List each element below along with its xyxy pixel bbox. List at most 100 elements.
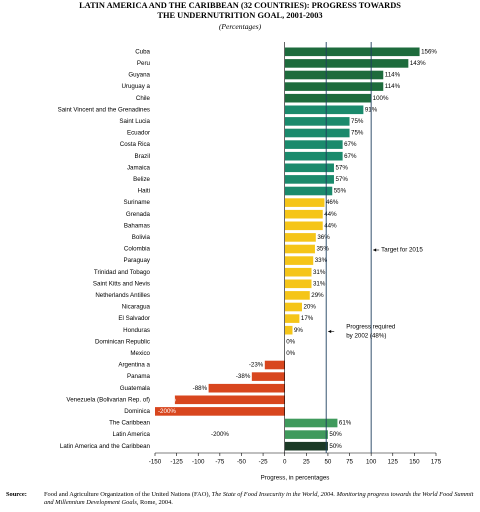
value-label: 29% [311,292,324,299]
category-label: Bahamas [124,222,150,229]
source-part: The State of Food Insecurity in the Worl… [44,491,474,506]
value-label: -88% [193,385,208,392]
source: Source: Food and Agriculture Organizatio… [6,491,474,507]
value-label: 9% [294,327,303,334]
category-label: Paraguay [124,257,151,264]
subtitle: (Percentages) [219,22,262,31]
bar [284,93,372,103]
category-label: Costa Rica [120,141,151,148]
bar [284,279,312,289]
category-label: Brazil [135,153,150,160]
x-tick-label: -100 [192,459,205,466]
arrow-head [328,329,332,334]
bar [284,198,325,207]
bar [264,360,285,370]
value-label: -200% [158,408,176,415]
category-label: Netherlands Antilles [95,292,150,299]
category-label: Dominican Republic [95,338,150,345]
value-label: -38% [236,373,251,380]
bar [284,233,316,242]
category-label: Jamaica [127,164,151,171]
value-label: 67% [344,141,357,148]
category-label: Grenada [126,211,151,218]
value-label: 50% [329,443,342,450]
bar [284,151,343,161]
x-tick-label: 150 [409,459,420,466]
value-label: -127% [158,396,176,403]
source-part: , Rome, 2004. [136,499,173,506]
bar [284,291,310,300]
x-axis-label: Progress, in percentages [261,475,330,482]
x-tick-label: 0 [283,459,287,466]
bar [284,186,333,196]
value-label: 33% [315,257,328,264]
bar [284,418,338,428]
bar [284,47,420,57]
bar [284,209,323,219]
value-label: 57% [335,176,348,183]
x-tick-label: -150 [149,459,162,466]
bar [284,256,314,265]
category-label: Trinidad and Tobago [94,269,151,276]
reference-label: by 2002 (48%) [346,333,386,340]
arrow-head [373,248,377,252]
category-label: Argentina a [118,362,150,369]
value-label: 57% [335,164,348,171]
bar [284,163,334,173]
bar [284,221,323,231]
category-label: Bolivia [132,234,151,241]
category-label: Saint Vincent and the Grenadines [58,106,150,113]
x-tick-label: 100 [366,459,377,466]
value-label: 114% [385,83,401,90]
category-label: The Caribbean [109,420,150,427]
bar [284,430,328,439]
bar [208,383,285,393]
annotation: -200% [211,431,229,438]
bars [155,47,420,451]
value-label: 67% [344,153,357,160]
source-text: Food and Agriculture Organization of the… [44,491,474,507]
source-label: Source: [6,491,27,498]
value-label: 75% [351,118,364,125]
chart: LATIN AMERICA AND THE CARIBBEAN (32 COUN… [58,1,442,482]
value-label: 17% [301,315,314,322]
bar [284,302,302,312]
category-label: El Salvador [118,315,150,322]
bar [284,140,343,149]
value-label: 0% [286,350,295,357]
category-label: Venezuela (Bolivarian Rep. of) [66,396,150,403]
value-label: 31% [313,280,326,287]
bar [284,105,364,115]
title-line: LATIN AMERICA AND THE CARIBBEAN (32 COUN… [79,1,401,10]
x-tick-label: 175 [431,459,442,466]
x-tick-label: 125 [388,459,399,466]
category-label: Honduras [123,327,150,334]
value-label: 44% [324,222,337,229]
bar [284,314,300,323]
bar [284,244,315,254]
category-label: Suriname [124,199,151,206]
category-label: Latin America [113,431,151,438]
category-label: Latin America and the Caribbean [60,443,151,450]
category-label: Ecuador [127,130,150,137]
category-label: Cuba [135,48,150,55]
bar [284,441,328,451]
category-label: Chile [136,95,151,102]
x-tick-label: -50 [237,459,247,466]
value-label: 35% [316,246,329,253]
value-label: 50% [329,431,342,438]
category-label: Uruguay a [121,83,150,90]
title-line: THE UNDERNUTRITION GOAL, 2001-2003 [157,11,322,20]
category-label: Guyana [128,72,150,79]
category-label: Saint Kitts and Nevis [93,280,150,287]
reference-label: Progress required [346,324,396,331]
category-label: Mexico [130,350,150,357]
x-tick-label: -25 [259,459,269,466]
value-label: 36% [317,234,330,241]
value-label: 100% [373,95,389,102]
value-label: 46% [326,199,339,206]
x-tick-label: 25 [303,459,310,466]
category-label: Panama [127,373,151,380]
value-label: 75% [351,130,364,137]
